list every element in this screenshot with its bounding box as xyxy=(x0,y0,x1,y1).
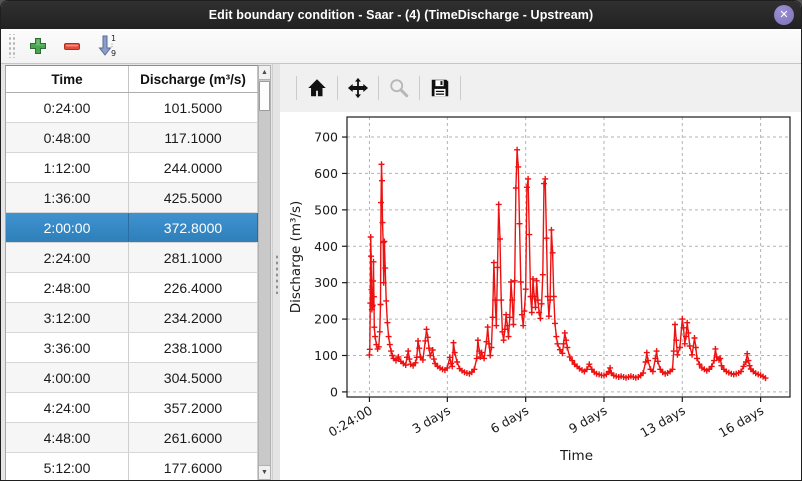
discharge-series-markers xyxy=(366,146,769,382)
column-header-time[interactable]: Time xyxy=(6,66,129,92)
magnifier-icon xyxy=(390,79,409,98)
sort-rows-button[interactable]: 1 : 9 xyxy=(93,33,119,59)
x-axis-label: Time xyxy=(559,448,593,464)
main-toolbar: 1 : 9 xyxy=(1,29,801,64)
toolbar-drag-handle[interactable] xyxy=(7,34,15,58)
y-tick-label: 300 xyxy=(314,275,338,290)
svg-text:1: 1 xyxy=(111,34,116,43)
y-tick-label: 200 xyxy=(314,312,338,327)
column-header-discharge[interactable]: Discharge (m³/s) xyxy=(129,66,258,92)
x-tick-label: 0:24:00 xyxy=(326,403,375,440)
y-tick-label: 100 xyxy=(314,348,338,363)
table-row[interactable]: 4:24:00 357.2000 xyxy=(6,393,258,423)
table-row[interactable]: 2:00:00 372.8000 xyxy=(6,213,258,243)
add-row-button[interactable] xyxy=(25,33,51,59)
time-cell[interactable]: 4:24:00 xyxy=(6,393,129,422)
close-icon: ✕ xyxy=(779,8,789,21)
svg-text::: : xyxy=(111,42,113,49)
discharge-cell[interactable]: 425.5000 xyxy=(129,183,258,212)
time-cell[interactable]: 4:48:00 xyxy=(6,423,129,452)
boundary-table: Time Discharge (m³/s) 0:24:00 101.5000 0:4… xyxy=(5,65,258,480)
splitter-grip-icon xyxy=(275,254,279,294)
discharge-cell[interactable]: 238.1000 xyxy=(129,333,258,362)
discharge-cell[interactable]: 226.4000 xyxy=(129,273,258,302)
save-floppy-icon xyxy=(431,79,449,97)
time-cell[interactable]: 0:24:00 xyxy=(6,93,129,122)
table-panel: Time Discharge (m³/s) 0:24:00 101.5000 0:4… xyxy=(1,64,272,480)
pan-button[interactable] xyxy=(344,74,372,102)
discharge-cell[interactable]: 177.6000 xyxy=(129,453,258,480)
y-tick-label: 700 xyxy=(314,130,338,145)
time-cell[interactable]: 0:48:00 xyxy=(6,123,129,152)
discharge-cell[interactable]: 304.5000 xyxy=(129,363,258,392)
x-tick-label: 9 days xyxy=(566,403,609,437)
table-scrollbar[interactable]: ▲ ▼ xyxy=(258,65,271,480)
table-row[interactable]: 4:48:00 261.6000 xyxy=(6,423,258,453)
scroll-down-button[interactable]: ▼ xyxy=(259,465,270,479)
chart-panel: 0 100 200 300 400 500 600 700 0:24:00 3 days 6 day… xyxy=(280,64,801,480)
discharge-cell[interactable]: 357.2000 xyxy=(129,393,258,422)
plus-icon xyxy=(30,38,46,54)
table-row[interactable]: 3:36:00 238.1000 xyxy=(6,333,258,363)
delete-row-button[interactable] xyxy=(59,33,85,59)
table-row[interactable]: 1:36:00 425.5000 xyxy=(6,183,258,213)
discharge-cell[interactable]: 281.1000 xyxy=(129,243,258,272)
y-tick-label: 0 xyxy=(330,384,338,399)
pan-move-icon xyxy=(347,77,369,99)
time-cell[interactable]: 1:36:00 xyxy=(6,183,129,212)
time-cell[interactable]: 4:00:00 xyxy=(6,363,129,392)
home-icon xyxy=(308,79,326,97)
y-tick-label: 400 xyxy=(314,239,338,254)
table-row[interactable]: 0:48:00 117.1000 xyxy=(6,123,258,153)
table-row[interactable]: 2:24:00 281.1000 xyxy=(6,243,258,273)
time-cell[interactable]: 3:36:00 xyxy=(6,333,129,362)
table-body: 0:24:00 101.5000 0:48:00 117.1000 1:12:00 244… xyxy=(6,93,258,480)
time-cell[interactable]: 2:00:00 xyxy=(6,213,129,242)
window-title: Edit boundary condition - Saar - (4) (Ti… xyxy=(208,8,594,22)
x-tick-label: 16 days xyxy=(716,403,766,441)
table-row[interactable]: 5:12:00 177.6000 xyxy=(6,453,258,480)
svg-text:9: 9 xyxy=(111,49,116,58)
discharge-cell[interactable]: 234.2000 xyxy=(129,303,258,332)
discharge-cell[interactable]: 244.0000 xyxy=(129,153,258,182)
time-cell[interactable]: 2:24:00 xyxy=(6,243,129,272)
discharge-cell[interactable]: 372.8000 xyxy=(129,213,258,242)
x-tick-label: 3 days xyxy=(409,403,452,437)
chart-toolbar xyxy=(280,64,801,112)
time-cell[interactable]: 1:12:00 xyxy=(6,153,129,182)
discharge-cell[interactable]: 101.5000 xyxy=(129,93,258,122)
scroll-up-button[interactable]: ▲ xyxy=(259,66,270,80)
x-tick-label: 13 days xyxy=(638,403,688,441)
table-row[interactable]: 4:00:00 304.5000 xyxy=(6,363,258,393)
table-row[interactable]: 0:24:00 101.5000 xyxy=(6,93,258,123)
table-row[interactable]: 1:12:00 244.0000 xyxy=(6,153,258,183)
sort-ascending-icon: 1 : 9 xyxy=(98,34,116,58)
table-header: Time Discharge (m³/s) xyxy=(6,66,258,93)
save-figure-button[interactable] xyxy=(426,74,454,102)
x-tick-label: 6 days xyxy=(488,403,531,437)
discharge-time-chart: 0 100 200 300 400 500 600 700 0:24:00 3 days 6 day… xyxy=(288,116,791,464)
discharge-cell[interactable]: 261.6000 xyxy=(129,423,258,452)
figure-canvas[interactable]: 0 100 200 300 400 500 600 700 0:24:00 3 days 6 day… xyxy=(280,112,801,480)
minus-icon xyxy=(64,43,80,50)
y-tick-label: 600 xyxy=(314,166,338,181)
discharge-cell[interactable]: 117.1000 xyxy=(129,123,258,152)
titlebar[interactable]: Edit boundary condition - Saar - (4) (Ti… xyxy=(1,1,801,29)
content-area: Time Discharge (m³/s) 0:24:00 101.5000 0:4… xyxy=(1,64,801,480)
time-cell[interactable]: 2:48:00 xyxy=(6,273,129,302)
home-view-button[interactable] xyxy=(303,74,331,102)
discharge-series-line xyxy=(368,149,766,379)
table-row[interactable]: 3:12:00 234.2000 xyxy=(6,303,258,333)
y-tick-label: 500 xyxy=(314,202,338,217)
time-cell[interactable]: 5:12:00 xyxy=(6,453,129,480)
zoom-rect-button[interactable] xyxy=(385,74,413,102)
scrollbar-thumb[interactable] xyxy=(259,81,270,111)
table-row[interactable]: 2:48:00 226.4000 xyxy=(6,273,258,303)
panel-splitter[interactable] xyxy=(272,64,280,480)
close-button[interactable]: ✕ xyxy=(774,5,794,25)
time-cell[interactable]: 3:12:00 xyxy=(6,303,129,332)
y-axis-label: Discharge (m³/s) xyxy=(288,201,304,314)
